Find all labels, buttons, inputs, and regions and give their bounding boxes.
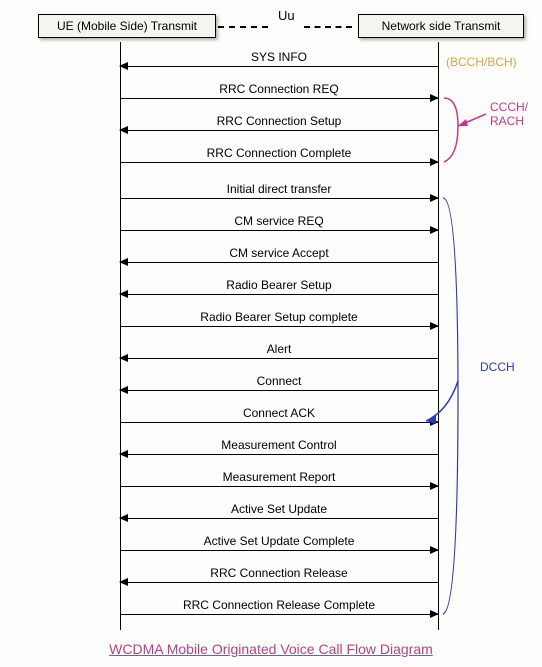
message-row: SYS INFO: [120, 52, 438, 72]
arrow-left-icon: [119, 450, 128, 458]
ue-entity-box: UE (Mobile Side) Transmit: [38, 14, 216, 38]
message-label: RRC Connection Setup: [120, 114, 438, 128]
interface-label: Uu: [278, 8, 295, 23]
network-entity-box: Network side Transmit: [358, 14, 524, 38]
interface-dash-right: [304, 26, 352, 28]
bcch-annotation: (BCCH/BCH): [446, 55, 517, 69]
sequence-diagram: UE (Mobile Side) Transmit Network side T…: [0, 0, 542, 667]
arrow-line: [120, 66, 438, 67]
arrow-line: [120, 130, 438, 131]
arrow-left-icon: [119, 258, 128, 266]
message-row: RRC Connection Complete: [120, 148, 438, 168]
arrow-left-icon: [119, 354, 128, 362]
message-label: RRC Connection Complete: [120, 146, 438, 160]
arrow-left-icon: [119, 62, 128, 70]
ue-entity-label: UE (Mobile Side) Transmit: [57, 19, 197, 33]
arrow-left-icon: [119, 386, 128, 394]
arrow-left-icon: [119, 514, 128, 522]
diagram-title: WCDMA Mobile Originated Voice Call Flow …: [0, 641, 542, 657]
message-label: SYS INFO: [120, 50, 438, 64]
arrow-left-icon: [119, 578, 128, 586]
message-row: RRC Connection REQ: [120, 84, 438, 104]
interface-dash-left: [218, 26, 268, 28]
arrow-line: [120, 162, 438, 163]
ccch-bracket: [438, 86, 498, 166]
network-entity-label: Network side Transmit: [382, 19, 501, 33]
dcch-bracket: [388, 186, 488, 616]
arrow-line: [120, 98, 438, 99]
message-label: RRC Connection REQ: [120, 82, 438, 96]
arrow-left-icon: [119, 290, 128, 298]
arrow-left-icon: [119, 126, 128, 134]
message-row: RRC Connection Setup: [120, 116, 438, 136]
